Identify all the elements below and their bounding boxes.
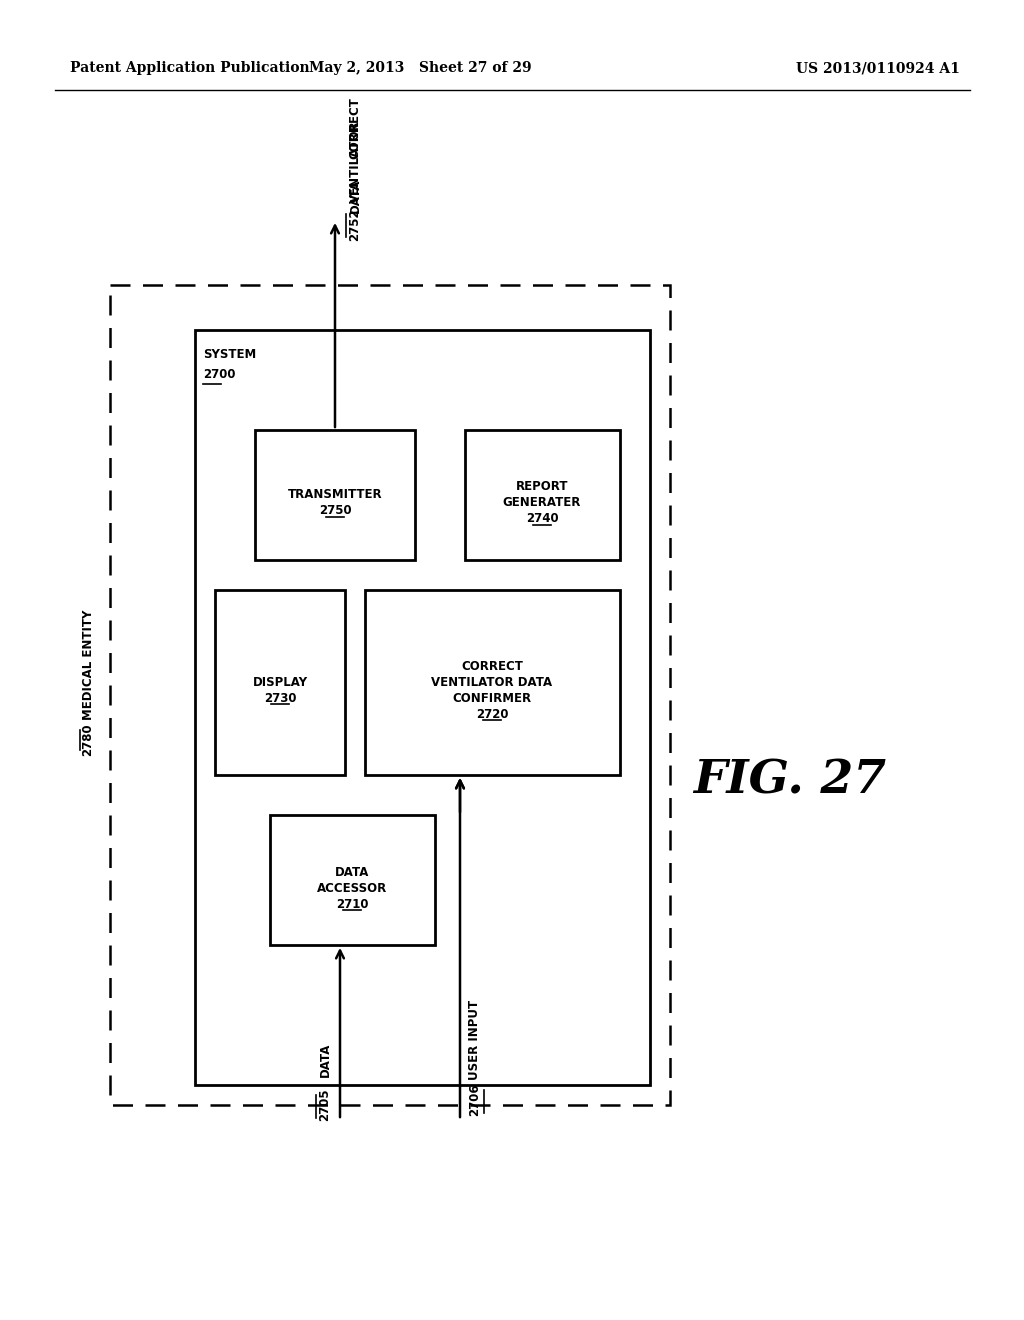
Text: 2705: 2705 xyxy=(318,1089,332,1121)
Text: FIG. 27: FIG. 27 xyxy=(693,756,887,803)
Text: CORRECT: CORRECT xyxy=(348,98,361,158)
Bar xyxy=(110,285,670,1105)
Text: 2740: 2740 xyxy=(525,512,558,525)
Text: US 2013/0110924 A1: US 2013/0110924 A1 xyxy=(796,61,961,75)
Text: VENTILATOR: VENTILATOR xyxy=(348,120,361,203)
Bar xyxy=(195,330,650,1085)
Text: 2752: 2752 xyxy=(348,209,361,242)
Text: TRANSMITTER: TRANSMITTER xyxy=(288,488,382,502)
Text: REPORT: REPORT xyxy=(516,480,568,494)
Text: 2720: 2720 xyxy=(476,708,508,721)
Text: DISPLAY: DISPLAY xyxy=(253,676,307,689)
Text: GENERATER: GENERATER xyxy=(503,496,582,510)
Bar xyxy=(465,430,620,560)
Text: USER INPUT: USER INPUT xyxy=(469,1001,481,1080)
Text: DATA: DATA xyxy=(348,178,361,214)
Text: ACCESSOR: ACCESSOR xyxy=(316,882,387,895)
Text: CONFIRMER: CONFIRMER xyxy=(453,692,531,705)
Text: 2750: 2750 xyxy=(318,504,351,517)
Text: DATA: DATA xyxy=(318,1043,332,1077)
Bar xyxy=(365,590,620,775)
Text: May 2, 2013   Sheet 27 of 29: May 2, 2013 Sheet 27 of 29 xyxy=(308,61,531,75)
Text: 2700: 2700 xyxy=(203,368,236,381)
Text: 2710: 2710 xyxy=(336,898,369,911)
Bar xyxy=(255,430,415,560)
Bar xyxy=(215,590,345,775)
Text: 2706: 2706 xyxy=(469,1084,481,1117)
Text: SYSTEM: SYSTEM xyxy=(203,348,256,360)
Text: MEDICAL ENTITY: MEDICAL ENTITY xyxy=(82,610,94,721)
Text: 2730: 2730 xyxy=(264,692,296,705)
Text: 2780: 2780 xyxy=(82,723,94,756)
Text: CORRECT: CORRECT xyxy=(461,660,523,672)
Bar xyxy=(270,814,435,945)
Text: DATA: DATA xyxy=(335,866,370,879)
Text: Patent Application Publication: Patent Application Publication xyxy=(70,61,309,75)
Text: VENTILATOR DATA: VENTILATOR DATA xyxy=(431,676,553,689)
